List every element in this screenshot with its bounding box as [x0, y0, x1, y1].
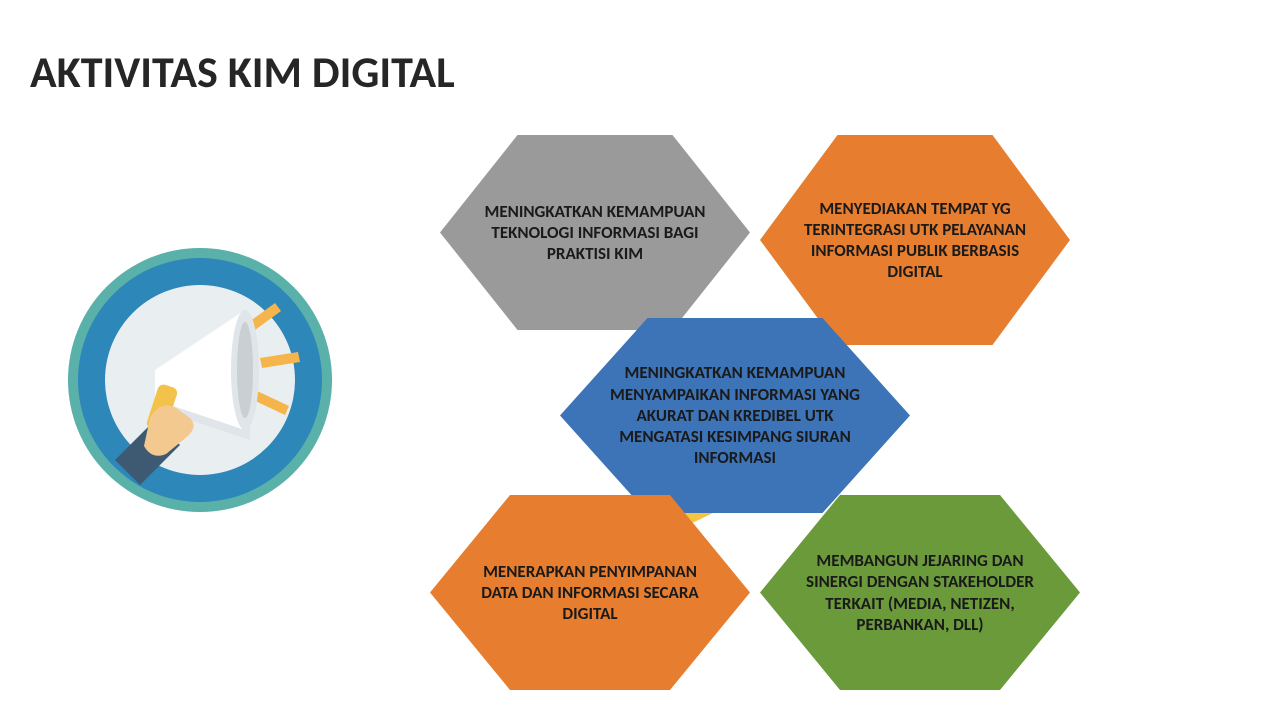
hex-label-2: MENYEDIAKAN TEMPAT YG TERINTEGRASI UTK P… — [797, 198, 1032, 283]
hex-menerapkan-penyimpanan: MENERAPKAN PENYIMPANAN DATA DAN INFORMAS… — [430, 495, 750, 690]
hex-label-1: MENINGKATKAN KEMAMPUAN TEKNOLOGI INFORMA… — [477, 201, 712, 265]
megaphone-svg — [60, 240, 340, 520]
megaphone-mouth-inner — [237, 322, 253, 418]
page-title: AKTIVITAS KIM DIGITAL — [30, 45, 455, 99]
hex-label-4: MENERAPKAN PENYIMPANAN DATA DAN INFORMAS… — [469, 561, 711, 625]
slide: AKTIVITAS KIM DIGITAL — [0, 0, 1279, 719]
hex-label-3: MENINGKATKAN KEMAMPUAN MENYAMPAIKAN INFO… — [603, 362, 867, 468]
hex-meningkatkan-informasi: MENINGKATKAN KEMAMPUAN MENYAMPAIKAN INFO… — [560, 318, 910, 513]
hex-menyediakan-tempat: MENYEDIAKAN TEMPAT YG TERINTEGRASI UTK P… — [760, 135, 1070, 345]
hex-membangun-jejaring: MEMBANGUN JEJARING DAN SINERGI DENGAN ST… — [760, 495, 1080, 690]
hex-label-5: MEMBANGUN JEJARING DAN SINERGI DENGAN ST… — [799, 550, 1041, 635]
megaphone-icon — [60, 240, 340, 525]
hex-meningkatkan-teknologi: MENINGKATKAN KEMAMPUAN TEKNOLOGI INFORMA… — [440, 135, 750, 330]
